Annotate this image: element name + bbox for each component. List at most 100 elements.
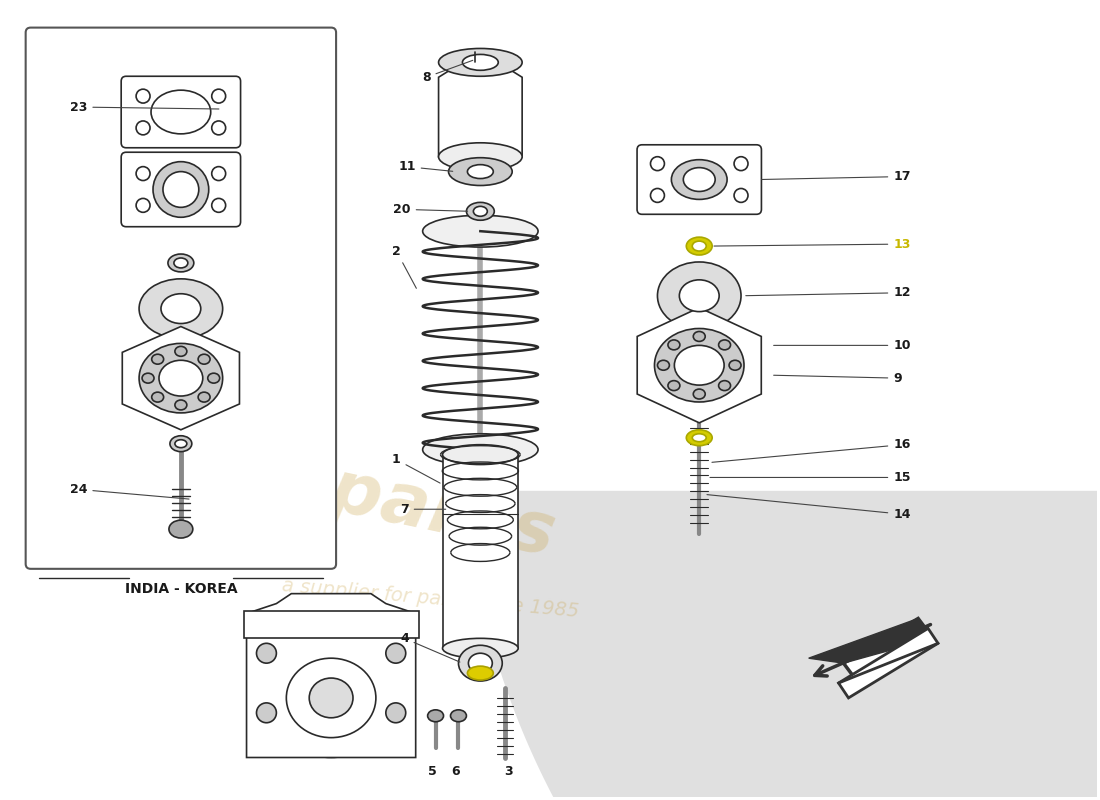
- FancyBboxPatch shape: [637, 145, 761, 214]
- Ellipse shape: [256, 643, 276, 663]
- Ellipse shape: [442, 638, 518, 658]
- Ellipse shape: [692, 241, 706, 251]
- Ellipse shape: [439, 142, 522, 170]
- Polygon shape: [808, 618, 933, 663]
- Polygon shape: [243, 610, 419, 638]
- Text: 7: 7: [400, 502, 446, 516]
- Ellipse shape: [439, 49, 522, 76]
- Text: 5: 5: [428, 766, 437, 778]
- Polygon shape: [122, 326, 240, 430]
- Text: 3: 3: [504, 766, 513, 778]
- FancyBboxPatch shape: [25, 28, 337, 569]
- Ellipse shape: [153, 162, 209, 218]
- Ellipse shape: [211, 198, 226, 212]
- Text: 6: 6: [451, 766, 460, 778]
- Ellipse shape: [468, 165, 493, 178]
- Ellipse shape: [256, 703, 276, 722]
- Ellipse shape: [692, 434, 706, 442]
- Ellipse shape: [729, 360, 741, 370]
- Polygon shape: [439, 62, 522, 157]
- Polygon shape: [844, 618, 933, 683]
- Text: 9: 9: [773, 372, 902, 385]
- Ellipse shape: [693, 389, 705, 399]
- Ellipse shape: [169, 436, 191, 452]
- Ellipse shape: [175, 440, 187, 448]
- Ellipse shape: [658, 360, 670, 370]
- Ellipse shape: [211, 89, 226, 103]
- Text: 10: 10: [773, 339, 911, 352]
- Ellipse shape: [169, 520, 192, 538]
- Ellipse shape: [266, 638, 396, 758]
- Ellipse shape: [161, 294, 201, 323]
- Ellipse shape: [668, 340, 680, 350]
- Ellipse shape: [211, 121, 226, 135]
- Ellipse shape: [473, 206, 487, 216]
- Text: 12: 12: [746, 286, 911, 299]
- Ellipse shape: [674, 346, 724, 385]
- Ellipse shape: [139, 343, 222, 413]
- Ellipse shape: [160, 360, 202, 396]
- Text: a supplier for parts since 1985: a supplier for parts since 1985: [282, 576, 580, 621]
- Ellipse shape: [451, 710, 466, 722]
- Polygon shape: [838, 629, 938, 698]
- Text: 15: 15: [710, 471, 911, 484]
- Text: 20: 20: [393, 203, 468, 216]
- Polygon shape: [246, 594, 416, 758]
- FancyBboxPatch shape: [121, 76, 241, 148]
- Ellipse shape: [136, 121, 150, 135]
- Ellipse shape: [152, 354, 164, 364]
- Ellipse shape: [309, 678, 353, 718]
- Ellipse shape: [151, 90, 211, 134]
- Ellipse shape: [428, 710, 443, 722]
- Text: 23: 23: [70, 101, 219, 114]
- FancyBboxPatch shape: [121, 152, 241, 226]
- Ellipse shape: [459, 646, 503, 681]
- Ellipse shape: [462, 54, 498, 70]
- Ellipse shape: [168, 254, 194, 272]
- Ellipse shape: [442, 445, 518, 465]
- Ellipse shape: [152, 392, 164, 402]
- Ellipse shape: [734, 157, 748, 170]
- Ellipse shape: [211, 166, 226, 181]
- Ellipse shape: [718, 381, 730, 390]
- Text: 17: 17: [761, 170, 911, 183]
- Ellipse shape: [668, 381, 680, 390]
- Ellipse shape: [139, 279, 222, 338]
- Ellipse shape: [422, 215, 538, 247]
- Ellipse shape: [654, 329, 744, 402]
- Ellipse shape: [469, 654, 493, 673]
- Text: 13: 13: [714, 238, 911, 250]
- Text: INDIA - KOREA: INDIA - KOREA: [124, 582, 238, 596]
- Polygon shape: [463, 491, 1100, 800]
- Ellipse shape: [686, 237, 712, 255]
- Text: 1: 1: [392, 453, 440, 483]
- Ellipse shape: [466, 202, 494, 220]
- Ellipse shape: [671, 160, 727, 199]
- Ellipse shape: [449, 158, 513, 186]
- Text: 8: 8: [422, 60, 473, 84]
- Text: 4: 4: [400, 632, 460, 662]
- Text: 11: 11: [398, 160, 453, 173]
- Ellipse shape: [175, 346, 187, 356]
- Ellipse shape: [136, 89, 150, 103]
- Ellipse shape: [680, 280, 719, 312]
- Ellipse shape: [693, 331, 705, 342]
- Ellipse shape: [650, 157, 664, 170]
- Text: 2: 2: [392, 245, 417, 288]
- Ellipse shape: [468, 666, 493, 680]
- Text: 24: 24: [69, 483, 189, 499]
- Ellipse shape: [163, 171, 199, 207]
- Ellipse shape: [658, 262, 741, 330]
- Polygon shape: [637, 308, 761, 423]
- Ellipse shape: [683, 168, 715, 191]
- Ellipse shape: [136, 166, 150, 181]
- Ellipse shape: [175, 400, 187, 410]
- Ellipse shape: [142, 373, 154, 383]
- Ellipse shape: [422, 434, 538, 466]
- Polygon shape: [442, 454, 518, 648]
- Ellipse shape: [136, 198, 150, 212]
- Ellipse shape: [686, 430, 712, 446]
- Ellipse shape: [734, 189, 748, 202]
- Ellipse shape: [198, 354, 210, 364]
- Ellipse shape: [718, 340, 730, 350]
